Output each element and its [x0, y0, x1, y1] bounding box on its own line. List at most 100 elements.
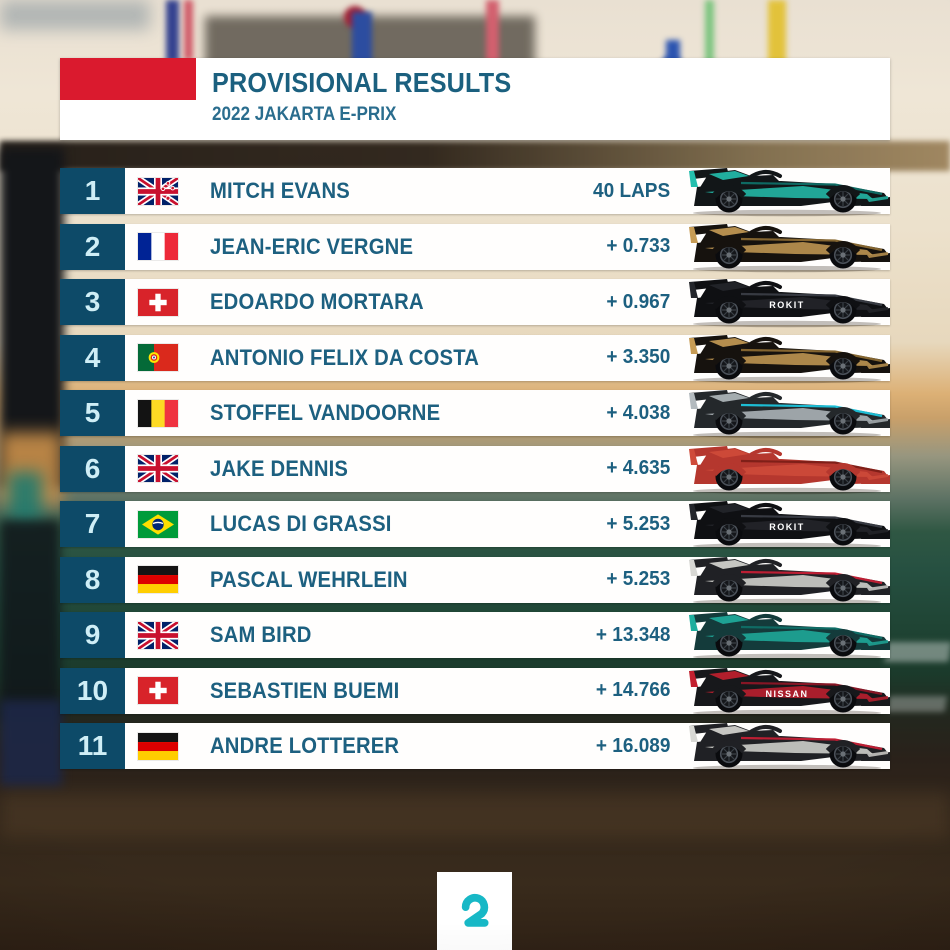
driver-name: ANTONIO FELIX DA COSTA	[210, 344, 480, 370]
indonesia-flag-icon	[60, 58, 196, 140]
driver-row-card: SAM BIRD + 13.348	[125, 612, 890, 661]
driver-name: ANDRE LOTTERER	[210, 733, 400, 758]
driver-name: STOFFEL VANDOORNE	[210, 400, 441, 425]
result-row: 3 EDOARDO MORTARA + 0.967 ROKIT	[60, 276, 890, 328]
svg-text:NISSAN: NISSAN	[765, 689, 808, 699]
country-flag-icon	[137, 176, 179, 206]
gap-time: + 0.967	[606, 290, 670, 313]
gap-time: + 5.253	[606, 512, 670, 535]
position-cell: 2	[60, 223, 125, 270]
driver-name: JEAN-ERIC VERGNE	[210, 233, 414, 259]
driver-name: SAM BIRD	[210, 622, 312, 647]
car-livery-image	[685, 165, 890, 217]
bg-track-sheen	[0, 792, 950, 838]
formula-e-gen2-logo-icon	[461, 893, 489, 927]
result-row: 11 ANDRE LOTTERER + 16.089	[60, 720, 890, 772]
bg-pole-green	[705, 0, 714, 108]
gap-time: + 13.348	[595, 623, 670, 646]
country-flag-icon	[137, 731, 179, 761]
gap-time: + 0.733	[606, 235, 670, 257]
driver-name: EDOARDO MORTARA	[210, 289, 424, 314]
driver-row-card: JEAN-ERIC VERGNE + 0.733	[125, 221, 890, 273]
car-livery-image: NISSAN	[685, 665, 890, 717]
header-text: PROVISIONAL RESULTS 2022 JAKARTA E-PRIX	[212, 67, 545, 126]
svg-text:ROKIT: ROKIT	[769, 300, 805, 310]
driver-name: SEBASTIEN BUEMI	[210, 677, 400, 703]
result-row: 7 LUCAS DI GRASSI + 5.253 ROKIT	[60, 498, 890, 550]
position-cell: 1	[60, 168, 125, 214]
country-flag-icon	[137, 565, 179, 594]
result-row: 6 JAKE DENNIS + 4.635	[60, 443, 890, 495]
driver-row-card: EDOARDO MORTARA + 0.967 ROKIT	[125, 276, 890, 328]
gap-time: + 4.635	[606, 457, 670, 479]
result-row: 10 SEBASTIEN BUEMI + 14.766 NISSAN	[60, 665, 890, 717]
bg-left-teal-flag	[8, 472, 42, 524]
bg-dark-band	[0, 141, 950, 171]
driver-row-card: LUCAS DI GRASSI + 5.253 ROKIT	[125, 498, 890, 550]
position-cell: 4	[60, 334, 125, 381]
bg-banner-text-1	[884, 642, 950, 662]
page-title: PROVISIONAL RESULTS	[212, 67, 512, 98]
bg-left-pillar	[0, 148, 64, 488]
svg-text:ROKIT: ROKIT	[769, 522, 805, 532]
driver-row-card: SEBASTIEN BUEMI + 14.766 NISSAN	[125, 665, 890, 717]
footer-logo-card	[437, 872, 512, 950]
country-flag-icon	[137, 232, 179, 261]
gap-time: + 5.253	[606, 568, 670, 590]
position-cell: 6	[60, 445, 125, 492]
driver-name: MITCH EVANS	[210, 178, 350, 203]
gap-time: + 4.038	[606, 401, 670, 424]
position-cell: 8	[60, 556, 125, 603]
result-row: 5 STOFFEL VANDOORNE + 4.038	[60, 387, 890, 439]
position-cell: 3	[60, 279, 125, 325]
country-flag-icon	[137, 620, 179, 650]
car-livery-image	[685, 387, 890, 439]
car-livery-image	[685, 720, 890, 772]
driver-row-card: MITCH EVANS 40 LAPS	[125, 165, 890, 217]
indonesia-flag-red-stripe	[60, 58, 196, 100]
gap-time: + 16.089	[595, 734, 670, 757]
gap-time: + 3.350	[606, 346, 670, 368]
bg-pole-blue-1	[166, 0, 179, 62]
car-livery-image: ROKIT	[685, 498, 890, 550]
car-livery-image	[685, 332, 890, 384]
result-row: 1 MITCH EVANS 40 LAPS	[60, 165, 890, 217]
car-livery-image: ROKIT	[685, 276, 890, 328]
driver-row-card: ANDRE LOTTERER + 16.089	[125, 720, 890, 772]
country-flag-icon	[137, 343, 179, 372]
position-cell: 10	[60, 667, 125, 714]
driver-name: LUCAS DI GRASSI	[210, 511, 392, 536]
driver-row-card: STOFFEL VANDOORNE + 4.038	[125, 387, 890, 439]
header-card: PROVISIONAL RESULTS 2022 JAKARTA E-PRIX	[60, 58, 890, 140]
position-cell: 7	[60, 501, 125, 547]
result-row: 4 ANTONIO FELIX DA COSTA + 3.350	[60, 332, 890, 384]
country-flag-icon	[137, 287, 179, 317]
bg-left-navy	[0, 700, 62, 786]
driver-row-card: JAKE DENNIS + 4.635	[125, 443, 890, 495]
driver-row-card: ANTONIO FELIX DA COSTA + 3.350	[125, 332, 890, 384]
car-livery-image	[685, 554, 890, 606]
bg-left-shadow-low	[0, 520, 60, 720]
car-livery-image	[685, 221, 890, 273]
country-flag-icon	[137, 454, 179, 483]
driver-row-card: PASCAL WEHRLEIN + 5.253	[125, 554, 890, 606]
gap-time: + 14.766	[595, 679, 670, 701]
bg-pole-red-1	[184, 0, 193, 60]
bg-topleft-shade	[0, 0, 150, 30]
result-row: 2 JEAN-ERIC VERGNE + 0.733	[60, 221, 890, 273]
country-flag-icon	[137, 676, 179, 705]
country-flag-icon	[137, 398, 179, 428]
position-cell: 5	[60, 390, 125, 436]
page-subtitle: 2022 JAKARTA E-PRIX	[212, 104, 397, 125]
result-row: 9 SAM BIRD + 13.348	[60, 612, 890, 661]
driver-name: JAKE DENNIS	[210, 455, 349, 481]
gap-time: 40 LAPS	[592, 179, 670, 202]
result-row: 8 PASCAL WEHRLEIN + 5.253	[60, 554, 890, 606]
position-cell: 11	[60, 723, 125, 769]
position-cell: 9	[60, 612, 125, 658]
car-livery-image	[685, 443, 890, 495]
country-flag-icon	[137, 509, 179, 539]
results-list: 1 MITCH EVANS 40 LAPS 2 JEAN-ERIC VERGNE…	[60, 165, 890, 772]
driver-name: PASCAL WEHRLEIN	[210, 566, 408, 592]
